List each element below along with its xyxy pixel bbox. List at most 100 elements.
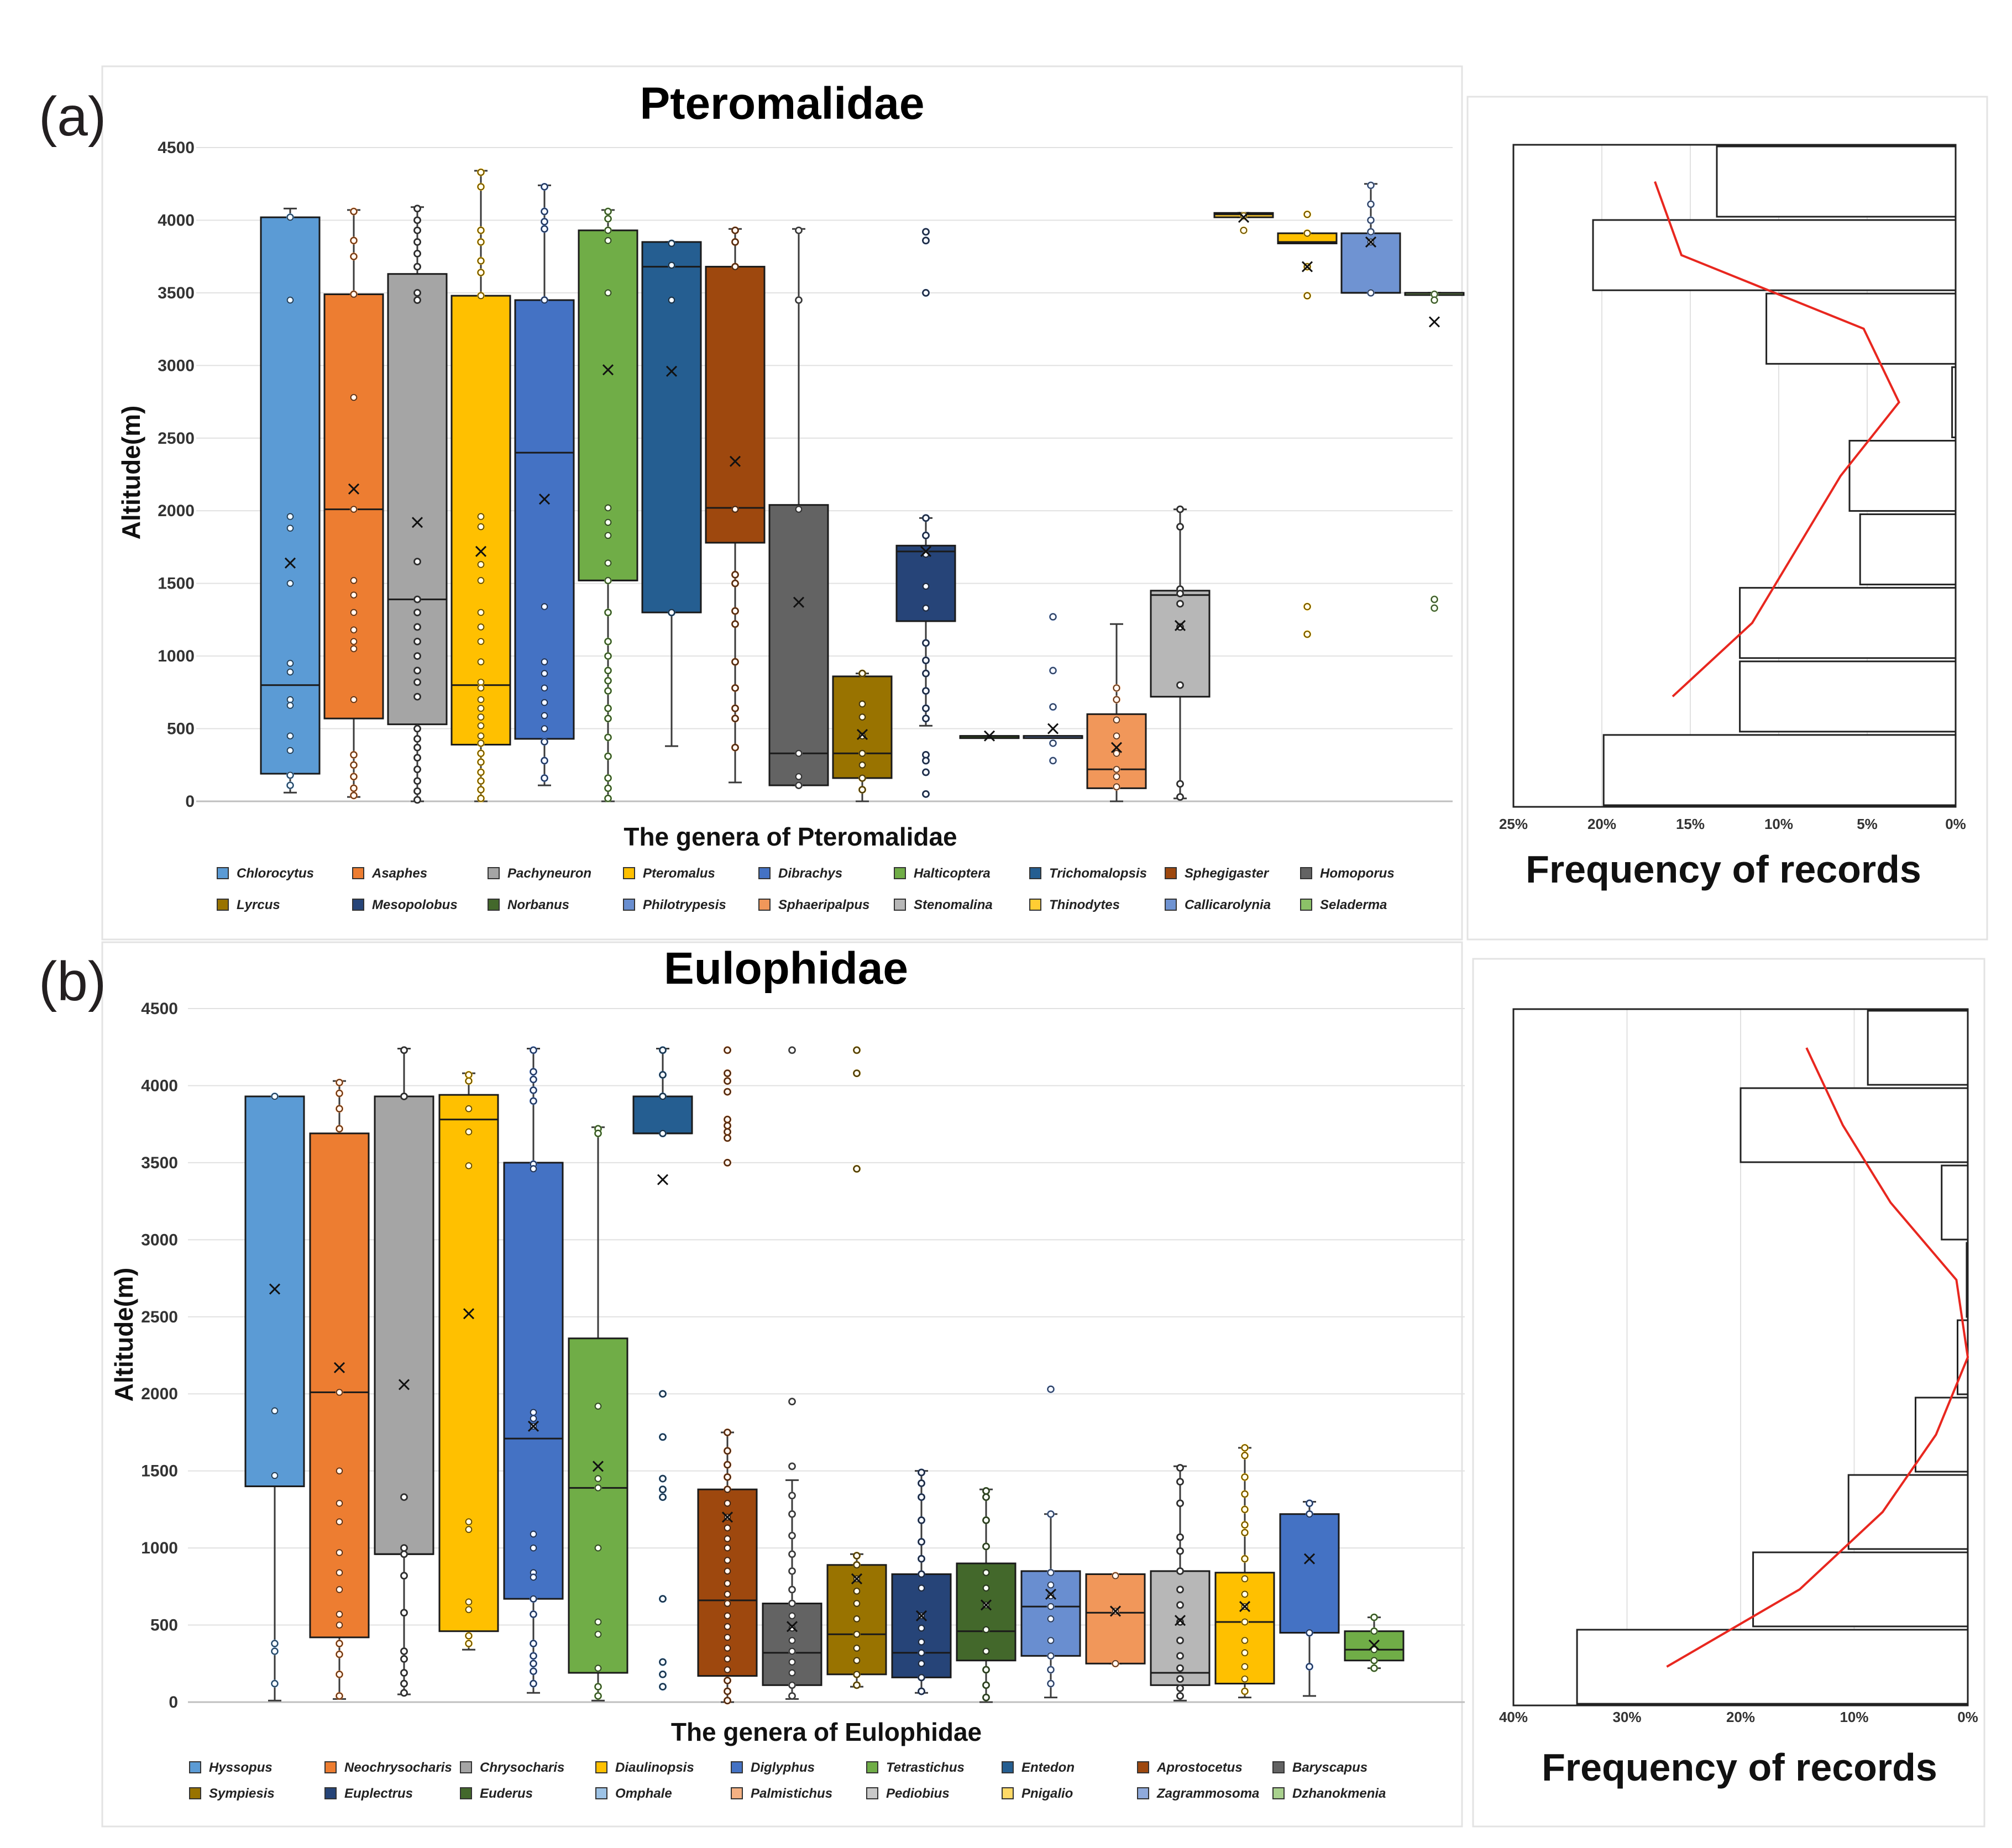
data-point-outline [724, 1677, 731, 1684]
boxplot-chlorocytus [260, 207, 321, 794]
data-point-outline [1113, 750, 1120, 757]
y-tick-label: 1000 [141, 1539, 178, 1557]
data-point-outline [982, 1543, 990, 1550]
panel-label-b: (b) [39, 951, 106, 1012]
y-tick-label: 2000 [141, 1385, 178, 1403]
legend-label: Dibrachys [778, 866, 842, 881]
legend-item: Diglyphus [731, 1760, 815, 1775]
boxplot-hyssopus [244, 1092, 305, 1702]
data-point-outline [922, 639, 930, 647]
data-point-outline [350, 237, 358, 244]
legend-swatch [460, 1761, 472, 1773]
data-point-outline [1176, 780, 1184, 788]
legend-label: Hyssopus [209, 1760, 273, 1775]
data-point-outline [477, 786, 485, 794]
data-point-outline [465, 1105, 473, 1112]
data-point-outline [788, 1532, 796, 1539]
legend-label: Zagrammosoma [1156, 1786, 1259, 1801]
data-point-outline [350, 291, 358, 298]
data-point-outline [853, 1165, 861, 1173]
data-point-outline [1241, 1676, 1249, 1683]
boxplot-dibrachys [514, 182, 575, 786]
data-point-outline [350, 762, 358, 769]
data-point-outline [918, 1555, 925, 1562]
data-point-outline [724, 1600, 731, 1607]
data-point-outline [788, 1637, 796, 1644]
data-point-outline [1176, 506, 1184, 513]
data-point-outline [858, 786, 866, 794]
data-point-outline [724, 1447, 731, 1455]
data-point-outline [1049, 739, 1057, 747]
data-point-outline [1370, 1657, 1378, 1664]
boxplot-thinodytes [1213, 212, 1274, 234]
data-point-outline [1241, 1521, 1249, 1529]
data-point-outline [795, 750, 803, 757]
data-point-outline [286, 660, 294, 667]
data-point-outline [858, 774, 866, 782]
boxplot-diaulinopsis [438, 1070, 499, 1651]
data-point-outline [350, 591, 358, 599]
panel-pteromalidae: (a) Pteromalidae Altitude(m) The genera … [39, 65, 1988, 941]
legend-item: Asaphes [352, 866, 427, 881]
data-point-outline [604, 687, 612, 695]
data-point-outline [604, 519, 612, 526]
data-point-outline [788, 1047, 796, 1054]
legend-label: Mesopolobus [372, 897, 458, 912]
data-point-outline [795, 506, 803, 513]
data-point-outline [853, 1047, 861, 1054]
legend-swatch [460, 1787, 472, 1799]
boxplot-dzhanokmenia [1344, 1613, 1405, 1672]
mean-marker [475, 545, 487, 557]
data-point-outline [1241, 1444, 1249, 1451]
freq-tick-label: 0% [1945, 816, 1966, 832]
legend-label: Sphegigaster [1185, 866, 1270, 881]
mean-marker [348, 483, 360, 495]
data-point-outline [530, 1574, 537, 1581]
y-tick-label: 3500 [141, 1154, 178, 1172]
mean-marker [920, 545, 932, 557]
legend-swatch [1029, 867, 1041, 879]
legend-swatch [189, 1761, 201, 1773]
data-point-outline [465, 1077, 473, 1085]
mean-marker [1174, 1615, 1186, 1626]
legend-swatch [623, 867, 635, 879]
boxplot-pachyneuron [387, 204, 448, 804]
legend-label: Aprostocetus [1156, 1760, 1243, 1775]
legend-swatch [352, 867, 364, 879]
data-point-outline [1176, 1602, 1184, 1609]
data-point-outline [271, 1472, 279, 1479]
data-point-outline [541, 712, 548, 719]
legend-item: Baryscapus [1272, 1760, 1367, 1775]
data-point-outline [724, 1088, 731, 1095]
data-point-outline [336, 1467, 343, 1474]
freq-bar [1957, 1319, 1969, 1395]
box [1150, 590, 1211, 698]
legend-item: Euderus [460, 1786, 533, 1801]
data-point-outline [724, 1612, 731, 1619]
boxplot-entedon [632, 1046, 693, 1691]
data-point-outline [858, 762, 866, 769]
data-point-outline [271, 1647, 279, 1655]
data-point-outline [477, 778, 485, 785]
freq-tick-label: 20% [1726, 1709, 1755, 1725]
data-point-outline [594, 1631, 602, 1638]
data-point-outline [413, 558, 421, 565]
data-point-outline [659, 1047, 667, 1054]
data-point-outline [659, 1093, 667, 1100]
data-point-outline [918, 1469, 925, 1476]
mean-marker [786, 1621, 798, 1632]
data-point-outline [731, 263, 739, 270]
data-point-outline [350, 696, 358, 704]
data-point-outline [336, 1518, 343, 1525]
data-point-outline [413, 263, 421, 270]
data-point-outline [922, 687, 930, 695]
data-point-outline [286, 702, 294, 709]
boxplot-homoporus [768, 226, 829, 790]
data-point-outline [795, 296, 803, 304]
legend-label: Dzhanokmenia [1292, 1786, 1386, 1801]
data-point-outline [286, 296, 294, 304]
legend-label: Sphaeripalpus [778, 897, 869, 912]
boxplot-diglyphus [503, 1046, 564, 1694]
data-point-outline [604, 667, 612, 674]
data-point-outline [541, 658, 548, 665]
